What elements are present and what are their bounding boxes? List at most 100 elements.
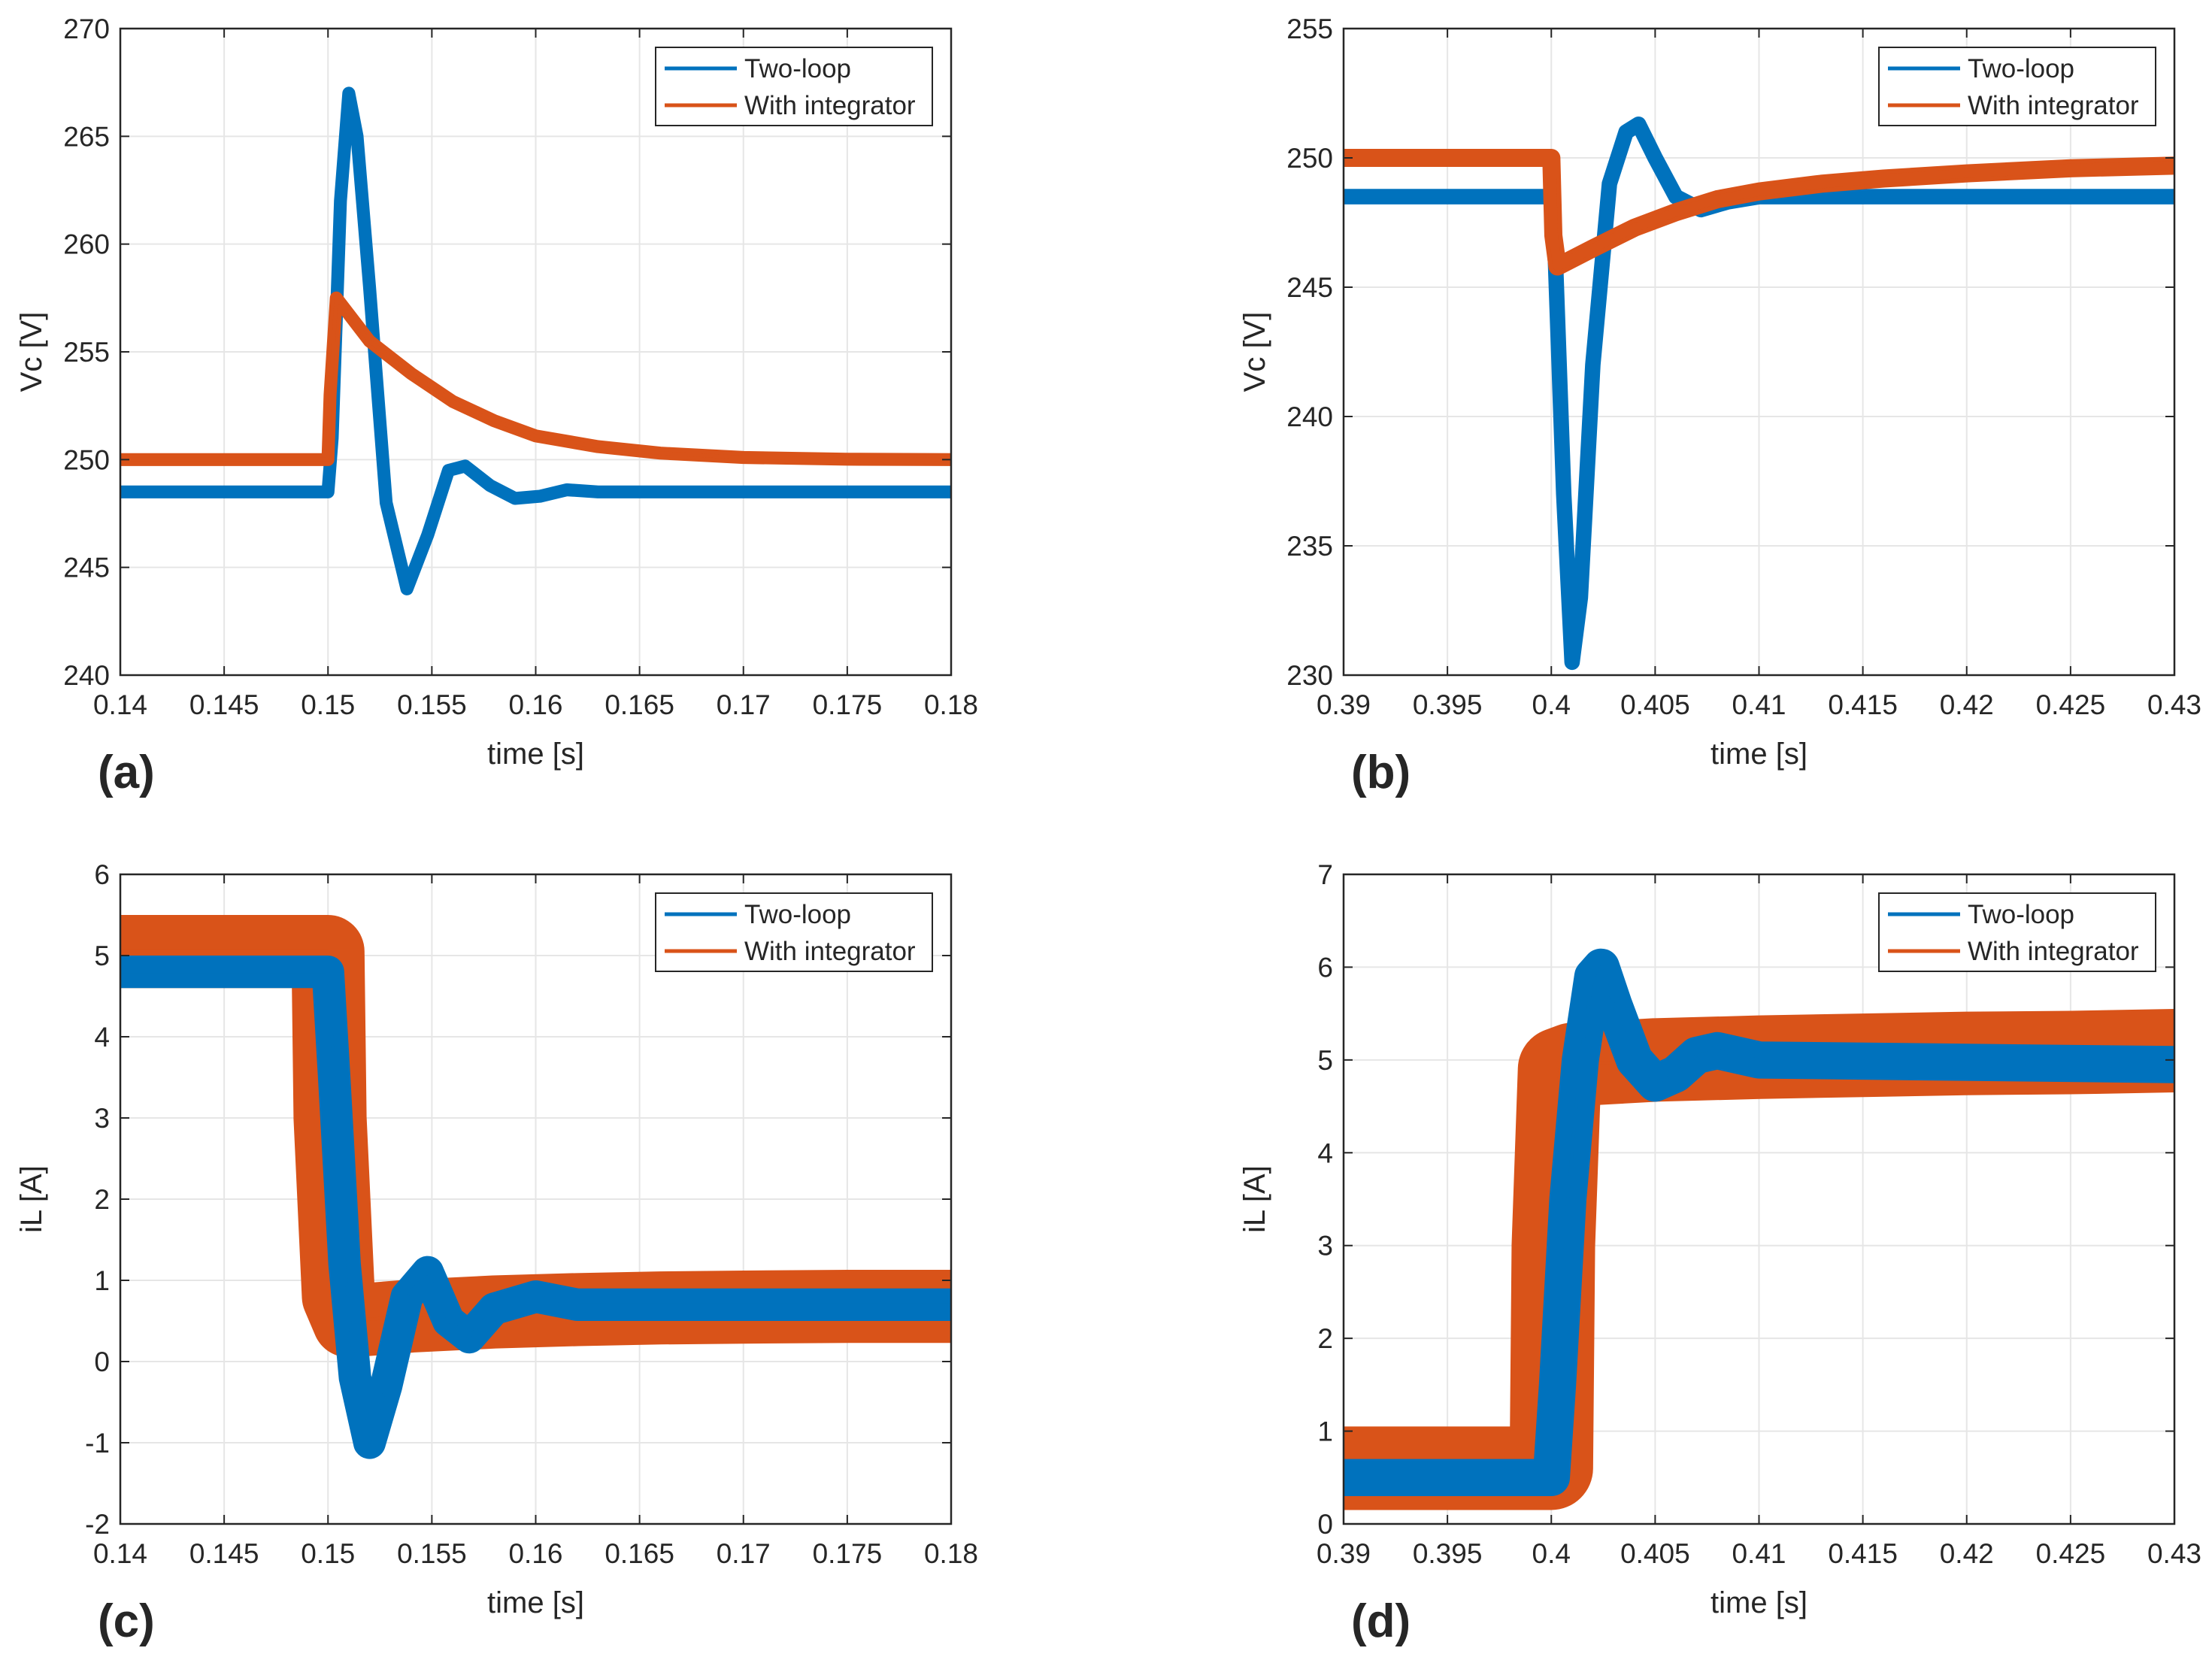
legend: Two-loop With integrator [1878, 892, 2156, 972]
x-axis-label: time [s] [487, 738, 584, 771]
x-tick-label: 0.155 [397, 689, 467, 720]
y-tick-label: 240 [63, 660, 110, 691]
x-tick-label: 0.145 [189, 689, 259, 720]
y-tick-label: 5 [1317, 1045, 1333, 1076]
legend: Two-loop With integrator [655, 47, 933, 126]
x-tick-label: 0.39 [1317, 689, 1371, 720]
chart-panel-b: 0.39 0.395 0.4 0.405 0.41 0.415 0.42 0.425 0.43 2… [1238, 14, 2201, 798]
x-tick-label: 0.17 [717, 1538, 771, 1569]
y-tick-label: 1 [1317, 1416, 1333, 1447]
y-tick-label: 6 [1317, 952, 1333, 983]
x-tick-label: 0.425 [2036, 689, 2106, 720]
x-tick-label: 0.41 [1732, 1538, 1786, 1569]
x-tick-label: 0.43 [2147, 689, 2201, 720]
x-tick-label: 0.42 [1940, 1538, 1994, 1569]
legend-box [655, 892, 933, 972]
legend-label: Two-loop [1968, 54, 2074, 83]
legend-label: With integrator [1968, 937, 2139, 966]
y-tick-label: 7 [1317, 859, 1333, 890]
y-tick-label: 230 [1286, 660, 1333, 691]
y-tick-label: 245 [1286, 272, 1333, 303]
legend-label: Two-loop [744, 900, 851, 929]
x-tick-label: 0.39 [1317, 1538, 1371, 1569]
series-line-two-loop [1344, 965, 2174, 1480]
y-tick-label: 0 [94, 1347, 110, 1377]
x-tick-label: 0.405 [1620, 689, 1690, 720]
y-tick-label: 6 [94, 859, 110, 890]
x-tick-label: 0.165 [605, 689, 674, 720]
x-tick-label: 0.175 [813, 689, 883, 720]
y-tick-label: 1 [94, 1265, 110, 1296]
legend: Two-loop With integrator [655, 892, 933, 972]
series-line-with-integrator [1344, 153, 2174, 271]
legend-box [655, 47, 933, 126]
x-tick-label: 0.145 [189, 1538, 259, 1569]
series-group [120, 914, 951, 1459]
x-tick-label: 0.175 [813, 1538, 883, 1569]
x-axis-label: time [s] [487, 1586, 584, 1619]
x-tick-label: 0.17 [717, 689, 771, 720]
series-line-with-integrator [120, 295, 951, 462]
series-group [1344, 948, 2174, 1510]
legend-label: With integrator [744, 91, 916, 120]
y-tick-label: 3 [1317, 1231, 1333, 1262]
y-tick-label: 255 [1286, 14, 1333, 44]
x-tick-label: 0.395 [1413, 689, 1483, 720]
legend-box [1878, 47, 2156, 126]
y-tick-label: 250 [1286, 143, 1333, 174]
x-tick-label: 0.42 [1940, 689, 1994, 720]
y-tick-label: -1 [85, 1428, 110, 1459]
y-tick-label: 250 [63, 444, 110, 475]
legend-label: Two-loop [1968, 900, 2074, 929]
legend: Two-loop With integrator [1878, 47, 2156, 126]
chart-panel-a: 0.14 0.145 0.15 0.155 0.16 0.165 0.17 0.175 0.18… [15, 14, 978, 798]
y-axis-label: iL [A] [15, 1165, 48, 1233]
y-tick-label: -2 [85, 1509, 110, 1540]
y-tick-label: 260 [63, 229, 110, 260]
x-tick-label: 0.155 [397, 1538, 467, 1569]
x-tick-label: 0.15 [301, 1538, 355, 1569]
x-tick-label: 0.14 [93, 1538, 147, 1569]
panel-label: (b) [1351, 747, 1411, 798]
x-tick-label: 0.405 [1620, 1538, 1690, 1569]
y-tick-label: 2 [94, 1184, 110, 1215]
x-tick-label: 0.18 [924, 689, 978, 720]
x-tick-label: 0.165 [605, 1538, 674, 1569]
series-line-two-loop [120, 970, 951, 1444]
panel-label: (c) [98, 1595, 155, 1647]
legend-label: With integrator [744, 937, 916, 966]
x-tick-label: 0.425 [2036, 1538, 2106, 1569]
y-tick-label: 5 [94, 941, 110, 971]
x-tick-label: 0.395 [1413, 1538, 1483, 1569]
x-tick-label: 0.15 [301, 689, 355, 720]
x-axis-label: time [s] [1711, 738, 1807, 771]
x-tick-label: 0.43 [2147, 1538, 2201, 1569]
legend-box [1878, 892, 2156, 972]
series-group [1344, 117, 2174, 671]
y-axis-label: Vc [V] [1238, 312, 1271, 392]
y-axis-label: Vc [V] [15, 312, 48, 392]
x-axis-label: time [s] [1711, 1586, 1807, 1619]
chart-panel-d: 0.39 0.395 0.4 0.405 0.41 0.415 0.42 0.425 0.43 0… [1238, 859, 2201, 1647]
x-tick-label: 0.16 [508, 1538, 562, 1569]
x-tick-label: 0.415 [1828, 1538, 1898, 1569]
series-group [120, 86, 951, 595]
panel-label: (d) [1351, 1595, 1411, 1647]
x-tick-label: 0.14 [93, 689, 147, 720]
y-tick-label: 240 [1286, 401, 1333, 432]
chart-panel-c: 0.14 0.145 0.15 0.155 0.16 0.165 0.17 0.175 0.18… [15, 859, 978, 1647]
x-tick-label: 0.415 [1828, 689, 1898, 720]
y-tick-label: 265 [63, 121, 110, 152]
y-tick-label: 0 [1317, 1509, 1333, 1540]
panel-label: (a) [98, 747, 155, 798]
x-tick-label: 0.16 [508, 689, 562, 720]
y-tick-label: 270 [63, 14, 110, 44]
y-tick-label: 255 [63, 337, 110, 368]
y-tick-label: 4 [94, 1022, 110, 1053]
y-tick-label: 4 [1317, 1137, 1333, 1168]
x-tick-label: 0.41 [1732, 689, 1786, 720]
legend-label: With integrator [1968, 91, 2139, 120]
y-tick-label: 2 [1317, 1323, 1333, 1354]
y-tick-label: 245 [63, 553, 110, 583]
